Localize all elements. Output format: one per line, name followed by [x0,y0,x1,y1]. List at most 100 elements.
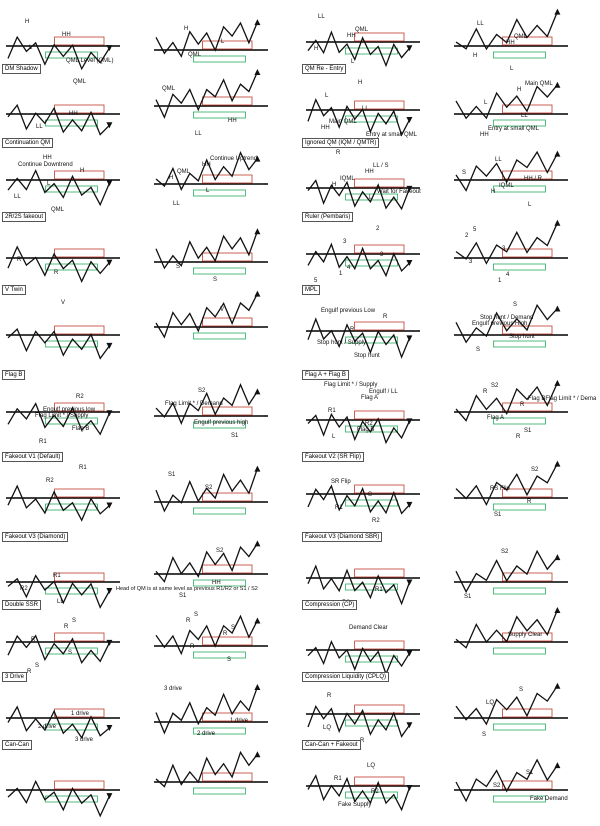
price-path [455,11,559,51]
arrow-head-icon [554,762,561,769]
pattern-label: L [221,39,225,45]
demand-zone [493,417,546,425]
price-path [307,640,410,676]
pattern-label: S [227,657,231,663]
supply-zone [354,244,405,254]
arrow-head-icon [406,579,413,586]
pattern-title: Flag B [2,370,26,380]
pattern-label: LL [14,194,21,200]
supply-zone [202,712,253,722]
pattern-label: R1 [53,573,61,579]
pattern-label: 1 [498,278,502,284]
pattern-label: LL [318,14,325,20]
pattern-cell: HH H L LL Main QML Entry at small QML HH H L LL En… [300,64,596,150]
pattern-label: Flag B [72,426,89,432]
arrow-head-icon [406,418,413,425]
price-path [307,564,411,606]
arrow-head-icon [406,260,413,267]
price-path [307,242,410,278]
pattern-title: Ruler (Pembaris) [302,212,354,222]
pattern-label: S [176,264,180,270]
pattern-label: Engulf previous high [194,420,248,426]
arrow-head-icon [254,388,261,395]
pattern-label: LL [362,106,369,112]
pattern-label: Flag A [487,415,504,421]
pattern-title: Fakeout V3 (Diamond SBR) [302,532,383,542]
demand-zone [493,263,546,271]
arrow-head-icon [254,751,261,758]
pattern-label: IQML [340,176,355,182]
pattern-label: S [519,687,523,693]
price-path [7,327,110,360]
pattern-label: Engulf previous Low [321,308,376,314]
pattern-label: QML [355,27,369,33]
supply-zone [202,772,253,782]
pattern-label: LL [195,131,202,137]
demand-zone [493,503,546,511]
pattern-label: HH [69,111,78,117]
pattern-title: Fakeout V3 (Diamond) [2,532,69,542]
pattern-cell: SR Flip S R1 R2 RS Flip R S1 S2 Fakeout V2 (SR F… [300,452,596,538]
arrow-head-icon [406,45,413,52]
pattern-label: R2 [76,394,84,400]
pattern-label: L [369,195,373,201]
pattern-cell: R1 R2 S1 S2 Fakeout V1 (Default) [0,452,296,538]
pattern-sketch: 1 drive 2 drive 3 drive 1 drive 2 drive 3 dri… [6,684,268,743]
arrow-head-icon [106,639,113,646]
arrow-head-icon [554,150,561,157]
pattern-label: Flag Limit * / Supply [324,382,377,388]
arrow-head-icon [406,116,413,123]
pattern-label: L [325,93,329,99]
pattern-title: Can-Can + Fakeout [302,740,361,750]
demand-zone [193,189,246,197]
demand-zone [45,795,98,803]
pattern-label: Entry at small QML [366,132,418,138]
pattern-label: Fake Supply [338,802,371,808]
price-path [307,98,410,137]
price-path [7,245,110,283]
pattern-sketch: SR Flip S R1 R2 RS Flip R S1 S2 [306,460,568,524]
pattern-label: R [383,314,388,320]
pattern-label: Flag B [357,427,374,433]
arrow-head-icon [406,501,413,508]
price-path [307,484,410,515]
price-path [7,779,110,818]
pattern-title: Double SSR [2,600,42,610]
supply-zone [202,636,253,646]
pattern-title: Ignored QM (IQM / QMTR) [302,138,380,148]
demand-zone [45,51,98,59]
arrow-head-icon [106,259,113,266]
demand-zone [345,115,398,123]
pattern-label: 3 [343,239,347,245]
pattern-label: S1 [494,512,502,518]
supply-zone [54,488,105,498]
pattern-label: S1 [526,770,534,776]
supply-zone [354,568,405,578]
pattern-label: R [327,693,332,699]
pattern-cell: Flag Limit * / Supply Flag B R1 R2 Engulf pr… [0,370,296,456]
pattern-cell: HH LL QML HH LL QML DM Shadow [0,64,296,150]
arrow-head-icon [254,540,261,547]
pattern-cell: R1 R2 LL HH S1 S2 Fakeout V3 (Diamond) [0,532,296,618]
pattern-label: LQ [367,763,375,769]
arrow-head-icon [554,379,561,386]
pattern-label: R [350,327,355,333]
arrow-head-icon [254,465,261,472]
pattern-label: Engulf previous low [43,407,96,413]
pattern-label: R [527,499,532,505]
arrow-head-icon [554,682,561,689]
pattern-label: L [206,188,210,194]
pattern-label: S2 [501,549,509,555]
pattern-label: R [190,644,195,650]
pattern-label: Entry at small QML [488,126,540,132]
arrow-head-icon [254,290,261,297]
supply-zone [202,564,253,574]
pattern-label: H [80,168,84,174]
supply-zone [502,248,553,258]
pattern-cell: 1 drive 2 drive 3 drive 1 drive 2 drive 3 dri… [0,672,296,758]
pattern-label: 2 [376,226,380,232]
demand-zone [193,787,246,795]
pattern-label: Flag Limit * / Demand [165,401,223,407]
